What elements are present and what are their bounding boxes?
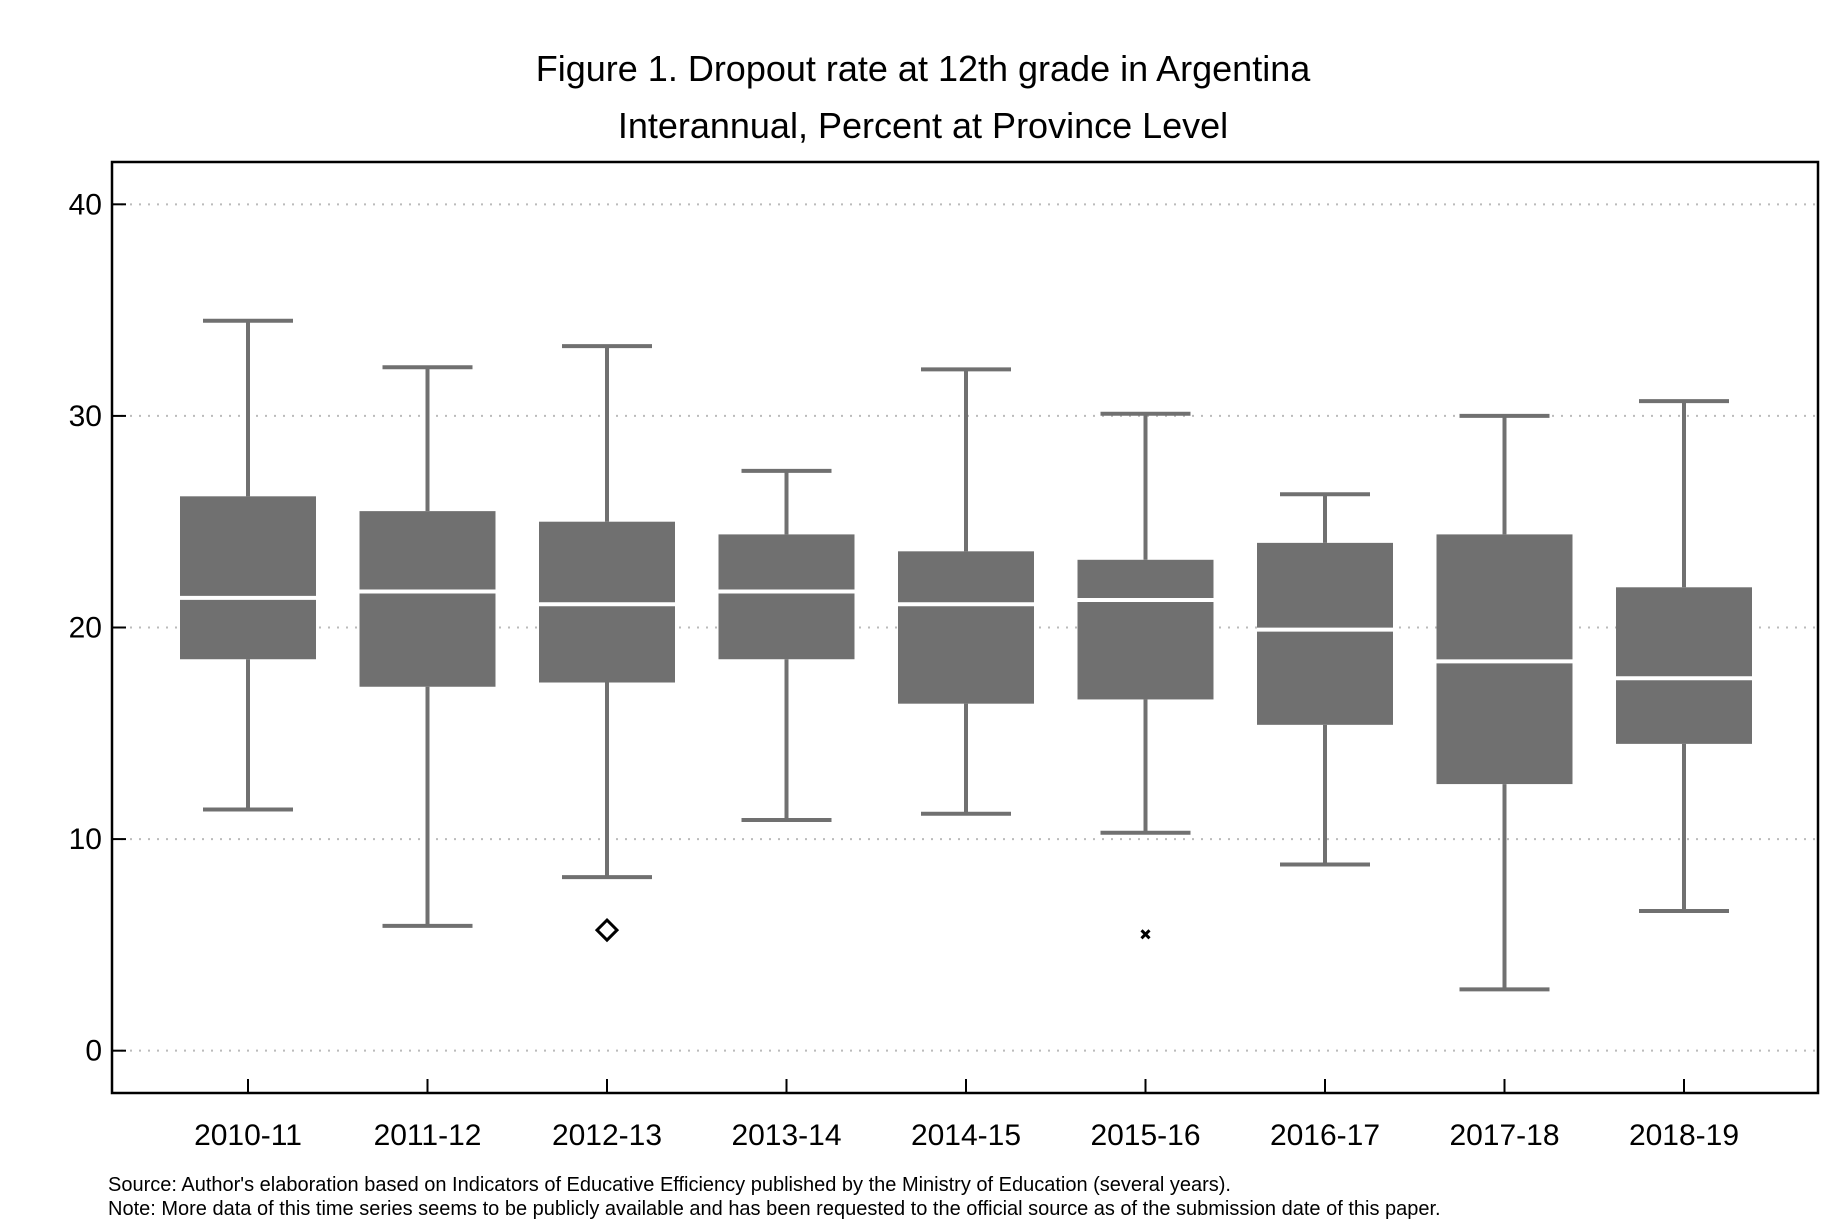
- iqr-box-2016-17: [1257, 542, 1393, 725]
- x-tick-label-2017-18: 2017-18: [1449, 1119, 1559, 1150]
- box-2016-17: [1257, 492, 1393, 867]
- box-2015-16: [1077, 411, 1214, 835]
- iqr-box-2013-14: [718, 534, 855, 660]
- axes: 0 10 20 30 40 2010-11 2011-12 2012-13 2013-14 201…: [69, 160, 1820, 1150]
- x-tick-label-2018-19: 2018-19: [1629, 1119, 1739, 1150]
- box-2014-15: [898, 367, 1034, 816]
- x-tick-label-2014-15: 2014-15: [911, 1119, 1021, 1150]
- box-2013-14: [718, 468, 855, 823]
- y-tick-label-10: 10: [69, 823, 102, 856]
- box-2012-13: [539, 344, 675, 880]
- x-tick-label-2015-16: 2015-16: [1090, 1119, 1200, 1150]
- box-2018-19: [1616, 399, 1752, 914]
- x-tick-label-2012-13: 2012-13: [552, 1119, 662, 1150]
- box-series: [180, 318, 1752, 992]
- chart-subtitle: Interannual, Percent at Province Level: [617, 105, 1229, 146]
- footnote: Note: More data of this time series seem…: [108, 1198, 1441, 1220]
- iqr-box-2011-12: [359, 511, 496, 687]
- iqr-box-2017-18: [1436, 534, 1573, 785]
- x-tick-label-2011-12: 2011-12: [374, 1119, 482, 1150]
- boxplot-chart: 0 10 20 30 40 2010-11 2011-12 2012-13 2013-14 201…: [69, 160, 1820, 1150]
- box-2011-12: [359, 365, 496, 928]
- box-2017-18: [1436, 413, 1573, 992]
- x-tick-label-2010-11: 2010-11: [194, 1119, 302, 1150]
- y-tick-label-0: 0: [85, 1035, 102, 1068]
- x-tick-label-2013-14: 2013-14: [731, 1119, 841, 1150]
- x-tick-label-2016-17: 2016-17: [1270, 1119, 1380, 1150]
- iqr-box-2015-16: [1077, 559, 1214, 700]
- y-tick-label-30: 30: [69, 400, 102, 433]
- y-tick-label-40: 40: [69, 188, 102, 221]
- iqr-box-2010-11: [180, 496, 316, 660]
- outlier-x-stroke-b: [1140, 929, 1151, 940]
- outlier-2015-16: [1140, 929, 1151, 940]
- source-note: Source: Author's elaboration based on In…: [108, 1174, 1231, 1196]
- chart-title: Figure 1. Dropout rate at 12th grade in …: [535, 48, 1311, 89]
- iqr-box-2014-15: [898, 551, 1034, 704]
- box-2010-11: [180, 318, 316, 812]
- iqr-box-2012-13: [539, 521, 675, 683]
- iqr-box-2018-19: [1616, 587, 1752, 744]
- y-tick-label-20: 20: [69, 612, 102, 645]
- outlier-2012-13: [594, 917, 620, 943]
